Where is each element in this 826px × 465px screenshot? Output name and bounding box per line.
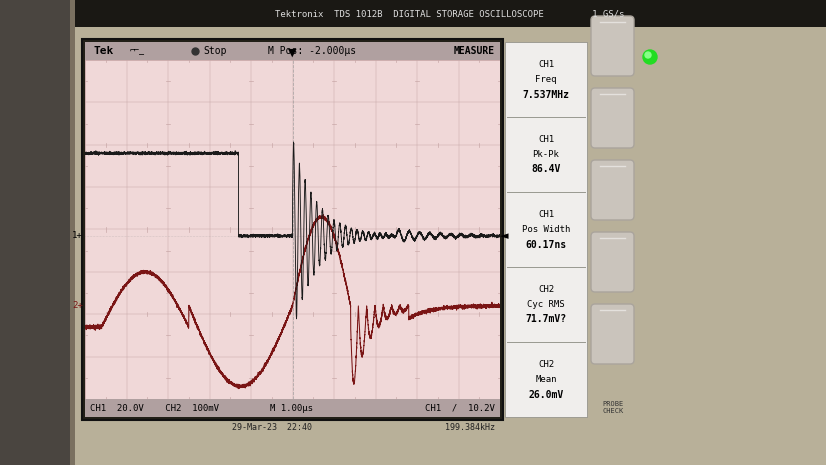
Text: Mean: Mean [535, 375, 557, 384]
FancyBboxPatch shape [591, 232, 634, 292]
FancyBboxPatch shape [591, 160, 634, 220]
Text: 86.4V: 86.4V [531, 165, 561, 174]
Circle shape [643, 50, 657, 64]
Text: 1+: 1+ [72, 232, 83, 240]
FancyBboxPatch shape [85, 399, 500, 417]
Text: PROBE
CHECK: PROBE CHECK [602, 400, 624, 413]
Text: M Pos: -2.000μs: M Pos: -2.000μs [268, 46, 356, 56]
Text: CH1: CH1 [538, 60, 554, 69]
Text: Pk-Pk: Pk-Pk [533, 150, 559, 159]
Text: CH1: CH1 [538, 135, 554, 144]
Text: 2+: 2+ [72, 301, 83, 310]
Circle shape [645, 52, 651, 58]
Text: MEASURE: MEASURE [453, 46, 495, 56]
Text: CH1: CH1 [538, 210, 554, 219]
Text: M 1.00μs: M 1.00μs [270, 404, 314, 412]
Text: CH2: CH2 [538, 285, 554, 294]
FancyBboxPatch shape [0, 0, 75, 465]
FancyBboxPatch shape [591, 304, 634, 364]
Text: 60.17ns: 60.17ns [525, 239, 567, 250]
FancyBboxPatch shape [505, 42, 587, 417]
Text: 199.384kHz: 199.384kHz [445, 423, 495, 432]
Text: 29-Mar-23  22:40: 29-Mar-23 22:40 [232, 423, 312, 432]
Text: ▼: ▼ [288, 48, 297, 58]
Text: Stop: Stop [203, 46, 226, 56]
Text: ◄: ◄ [500, 231, 509, 241]
FancyBboxPatch shape [85, 42, 500, 60]
Text: Cyc RMS: Cyc RMS [527, 300, 565, 309]
FancyBboxPatch shape [591, 16, 634, 76]
Text: Tektronix  TDS 1012B  DIGITAL STORAGE OSCILLOSCOPE         1 GS/s: Tektronix TDS 1012B DIGITAL STORAGE OSCI… [275, 9, 624, 19]
Text: CH1  /  10.2V: CH1 / 10.2V [425, 404, 495, 412]
FancyBboxPatch shape [75, 0, 826, 27]
Text: Pos Width: Pos Width [522, 225, 570, 234]
FancyBboxPatch shape [85, 42, 500, 417]
Text: CH2: CH2 [538, 360, 554, 369]
Text: ⌐⌐_: ⌐⌐_ [130, 46, 145, 55]
FancyBboxPatch shape [75, 27, 826, 465]
FancyBboxPatch shape [70, 0, 80, 465]
Text: 71.7mV?: 71.7mV? [525, 314, 567, 325]
FancyBboxPatch shape [591, 88, 634, 148]
Text: 7.537MHz: 7.537MHz [523, 89, 569, 100]
Text: Tek: Tek [93, 46, 113, 56]
Text: Freq: Freq [535, 75, 557, 84]
Text: CH1  20.0V    CH2  100mV: CH1 20.0V CH2 100mV [90, 404, 219, 412]
FancyBboxPatch shape [82, 39, 503, 420]
Text: 26.0mV: 26.0mV [529, 390, 563, 399]
